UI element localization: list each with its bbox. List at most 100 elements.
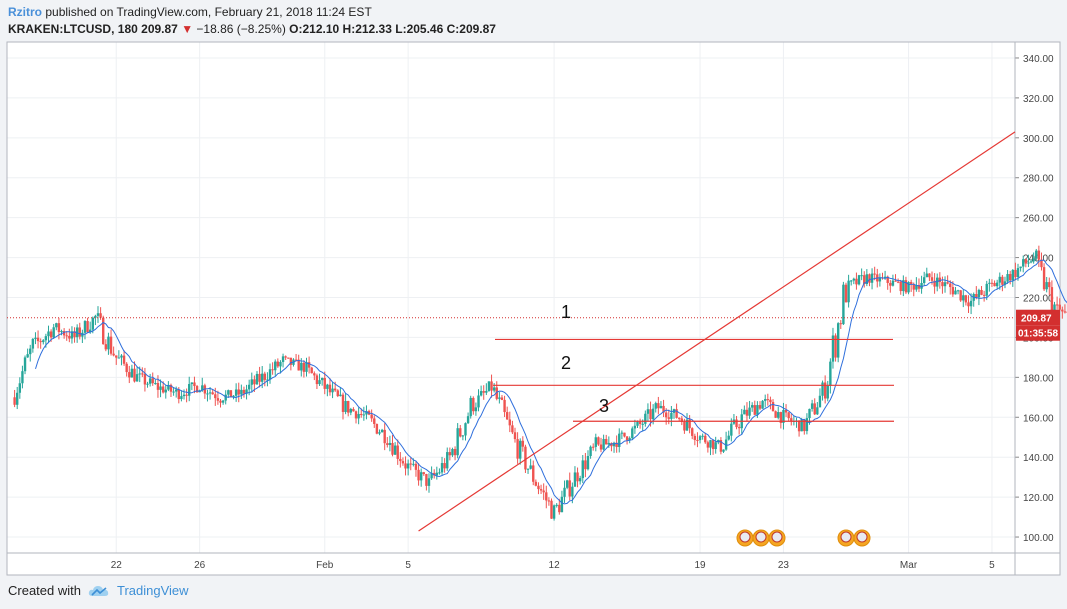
candle-body bbox=[169, 384, 173, 392]
brand-label: TradingView bbox=[116, 583, 189, 598]
candle-body bbox=[401, 461, 405, 464]
candle-body bbox=[276, 361, 280, 367]
candle-body bbox=[521, 440, 525, 447]
annotation-label-2: 2 bbox=[561, 353, 571, 373]
candle-body bbox=[954, 290, 957, 295]
candle-body bbox=[195, 386, 199, 393]
candle-body bbox=[188, 384, 191, 396]
candle-body bbox=[75, 327, 79, 338]
candle-body bbox=[284, 356, 287, 358]
candle-body bbox=[529, 465, 532, 469]
candle-body bbox=[91, 317, 94, 330]
candle-body bbox=[23, 357, 27, 372]
candle-body bbox=[117, 357, 121, 359]
candle-body bbox=[560, 496, 564, 513]
candle-body bbox=[982, 294, 986, 296]
x-tick-label: 19 bbox=[694, 560, 706, 571]
candle-body bbox=[750, 405, 754, 408]
candle-body bbox=[96, 313, 100, 316]
candle-body bbox=[242, 389, 246, 394]
candle-body bbox=[758, 405, 762, 409]
candle-body bbox=[962, 295, 965, 301]
y-tick-label: 160.00 bbox=[1023, 413, 1054, 424]
candle-body bbox=[474, 407, 478, 412]
author-name[interactable]: Rzitro bbox=[8, 5, 42, 19]
candle-body bbox=[988, 282, 991, 284]
candle-body bbox=[998, 276, 1001, 283]
candle-body bbox=[498, 397, 501, 399]
candle-body bbox=[21, 371, 24, 384]
candle-body bbox=[219, 400, 222, 403]
candle-body bbox=[706, 442, 710, 448]
candle-body bbox=[42, 340, 45, 343]
countdown-badge bbox=[1016, 325, 1060, 341]
candle-body bbox=[1008, 274, 1012, 281]
candle-body bbox=[320, 377, 324, 381]
tradingview-brand[interactable]: TradingView bbox=[87, 583, 189, 598]
candle-body bbox=[797, 420, 801, 432]
candle-body bbox=[519, 440, 522, 459]
candle-body bbox=[464, 423, 467, 436]
candle-body bbox=[641, 423, 644, 425]
ohlc-values: O:212.10 H:212.33 L:205.46 C:209.87 bbox=[289, 22, 496, 36]
candle-body bbox=[649, 409, 652, 420]
candle-body bbox=[683, 421, 686, 431]
candle-body bbox=[943, 282, 947, 287]
candle-body bbox=[102, 317, 105, 345]
candle-body bbox=[156, 383, 160, 390]
trendline[interactable] bbox=[418, 131, 1016, 532]
candle-body bbox=[1037, 250, 1041, 260]
candle-body bbox=[414, 463, 418, 470]
candle-body bbox=[508, 419, 511, 426]
candle-body bbox=[883, 276, 887, 279]
candle-body bbox=[419, 472, 423, 481]
candle-body bbox=[310, 367, 313, 374]
last-price-badge bbox=[1016, 309, 1060, 326]
candle-body bbox=[253, 379, 256, 385]
candle-body bbox=[339, 394, 342, 397]
candle-body bbox=[829, 361, 832, 386]
candle-body bbox=[896, 281, 900, 283]
candle-body bbox=[516, 439, 519, 459]
candle-body bbox=[565, 480, 569, 488]
candle-body bbox=[65, 335, 68, 337]
candle-body bbox=[511, 425, 514, 433]
candle-body bbox=[393, 445, 397, 455]
candle-body bbox=[831, 335, 835, 362]
candle-body bbox=[396, 445, 399, 459]
candle-body bbox=[201, 385, 204, 391]
candle-body bbox=[534, 481, 538, 486]
candle-body bbox=[915, 284, 918, 290]
candle-body bbox=[331, 388, 334, 393]
candle-body bbox=[863, 275, 866, 284]
candle-body bbox=[383, 429, 386, 444]
time-axis[interactable] bbox=[7, 553, 1015, 575]
candle-body bbox=[724, 439, 728, 450]
candle-body bbox=[680, 418, 684, 422]
candle-body bbox=[258, 373, 261, 382]
price-change: −18.86 (−8.25%) bbox=[196, 22, 286, 36]
candle-body bbox=[633, 425, 637, 429]
y-tick-label: 260.00 bbox=[1023, 214, 1054, 225]
candle-body bbox=[1035, 250, 1038, 259]
candle-body bbox=[941, 282, 944, 287]
candle-body bbox=[920, 283, 923, 289]
x-tick-label: 12 bbox=[549, 560, 561, 571]
x-tick-label: 22 bbox=[111, 560, 123, 571]
candle-body bbox=[425, 474, 428, 486]
candle-body bbox=[727, 435, 730, 440]
candle-body bbox=[477, 395, 480, 408]
candle-body bbox=[969, 300, 973, 307]
candle-body bbox=[764, 399, 767, 401]
candle-body bbox=[328, 384, 332, 393]
x-tick-label: 23 bbox=[778, 560, 790, 571]
candle-body bbox=[589, 446, 592, 457]
candle-body bbox=[138, 373, 141, 375]
candle-body bbox=[839, 323, 842, 325]
candle-body bbox=[305, 362, 308, 372]
candle-body bbox=[417, 469, 420, 481]
candle-body bbox=[469, 397, 472, 417]
candle-body bbox=[860, 275, 863, 277]
candle-body bbox=[399, 458, 402, 462]
